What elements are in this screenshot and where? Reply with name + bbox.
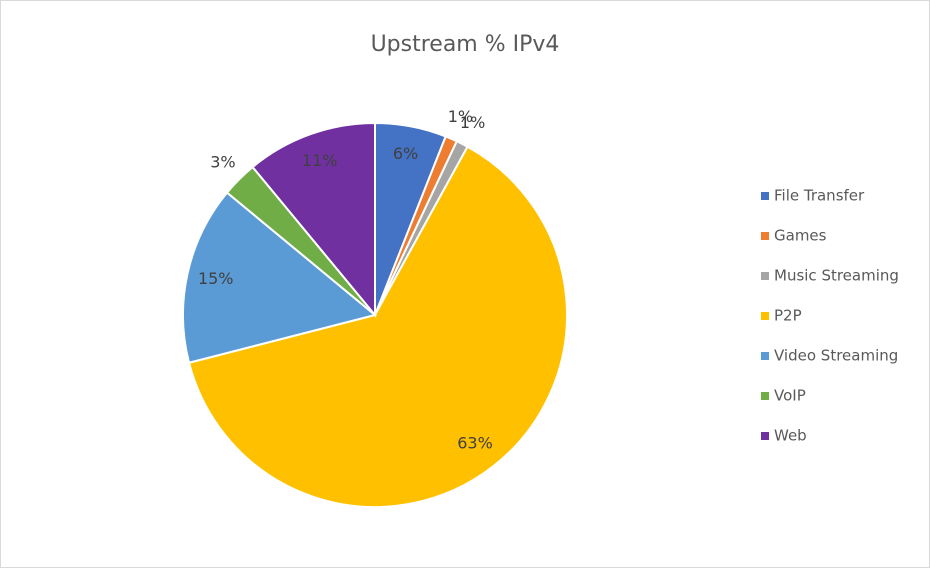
- legend-label: Web: [774, 427, 807, 445]
- legend-swatch: [761, 432, 769, 440]
- legend-swatch: [761, 272, 769, 280]
- legend-label: File Transfer: [774, 187, 865, 205]
- data-label: 1%: [448, 107, 473, 126]
- data-label: 6%: [393, 144, 418, 163]
- legend-swatch: [761, 312, 769, 320]
- pie-slice: [187, 145, 568, 508]
- legend-label: Video Streaming: [774, 347, 898, 365]
- legend-swatch: [761, 232, 769, 240]
- legend-label: Music Streaming: [774, 267, 899, 285]
- data-label: 1%: [460, 113, 485, 132]
- chart-title: Upstream % IPv4: [371, 32, 560, 57]
- legend-label: VoIP: [774, 387, 806, 405]
- legend-swatch: [761, 352, 769, 360]
- data-label: 11%: [302, 151, 338, 170]
- data-label: 3%: [210, 152, 235, 171]
- pie-slice: [182, 191, 378, 364]
- legend-swatch: [761, 192, 769, 200]
- data-label: 15%: [198, 269, 234, 288]
- data-label: 63%: [457, 433, 493, 452]
- pie-slice: [251, 121, 376, 318]
- legend-label: Games: [774, 227, 827, 245]
- legend-swatch: [761, 392, 769, 400]
- legend-label: P2P: [774, 307, 802, 325]
